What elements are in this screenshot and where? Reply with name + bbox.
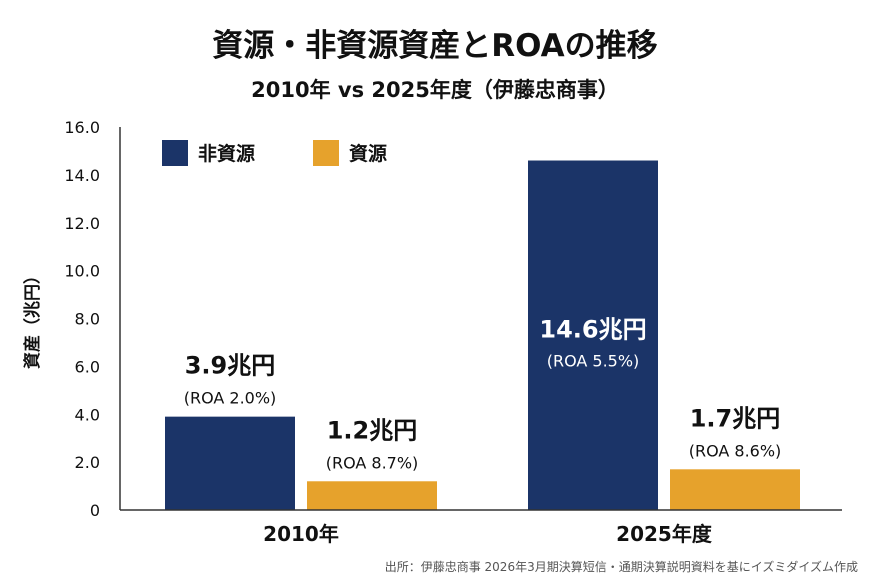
y-tick-label: 8.0 xyxy=(75,310,100,329)
y-tick-label: 10.0 xyxy=(64,262,100,281)
y-axis-label: 資産（兆円） xyxy=(22,267,43,369)
data-label-roa: (ROA 2.0%) xyxy=(184,389,277,408)
y-tick-label: 14.0 xyxy=(64,166,100,185)
x-axis-categories: 2010年 2025年度 xyxy=(263,522,713,546)
y-tick-label: 6.0 xyxy=(75,357,100,376)
chart-subtitle: 2010年 vs 2025年度（伊藤忠商事） xyxy=(251,78,619,102)
x-category-label: 2025年度 xyxy=(616,522,713,546)
chart-title: 資源・非資源資産とROAの推移 xyxy=(212,28,657,64)
bar-resource xyxy=(307,481,437,510)
bar-non-resource xyxy=(528,160,658,510)
y-tick-label: 12.0 xyxy=(64,214,100,233)
bar-resource xyxy=(670,469,800,510)
y-tick-label: 16.0 xyxy=(64,118,100,137)
y-axis-title: 資産（兆円） xyxy=(22,267,43,369)
x-category-label: 2010年 xyxy=(263,522,339,546)
data-label-value: 1.2兆円 xyxy=(327,416,418,444)
y-tick-label: 4.0 xyxy=(75,405,100,424)
data-label-roa: (ROA 8.7%) xyxy=(326,453,419,472)
data-label-value: 14.6兆円 xyxy=(539,316,646,344)
data-label-roa: (ROA 8.6%) xyxy=(689,441,782,460)
data-label-value: 3.9兆円 xyxy=(185,352,276,380)
data-labels: 3.9兆円 (ROA 2.0%) 1.2兆円 (ROA 8.7%) 14.6兆円 (ROA… xyxy=(184,316,782,473)
legend-swatch-resource xyxy=(313,140,339,166)
legend-label-non-resource: 非資源 xyxy=(198,142,255,165)
y-axis-ticks: 0 2.0 4.0 6.0 8.0 10.0 12.0 14.0 16.0 xyxy=(64,118,100,520)
legend: 非資源 資源 xyxy=(162,140,387,166)
y-tick-label: 0 xyxy=(90,501,100,520)
data-label-value: 1.7兆円 xyxy=(690,404,781,432)
legend-label-resource: 資源 xyxy=(349,142,387,165)
source-note: 出所：伊藤忠商事 2026年3月期決算短信・通期決算説明資料を基にイズミダイズム… xyxy=(385,559,858,574)
data-label-roa: (ROA 5.5%) xyxy=(547,352,640,371)
legend-swatch-non-resource xyxy=(162,140,188,166)
y-tick-label: 2.0 xyxy=(75,453,100,472)
bar-non-resource xyxy=(165,416,295,510)
bar-group xyxy=(165,160,800,510)
